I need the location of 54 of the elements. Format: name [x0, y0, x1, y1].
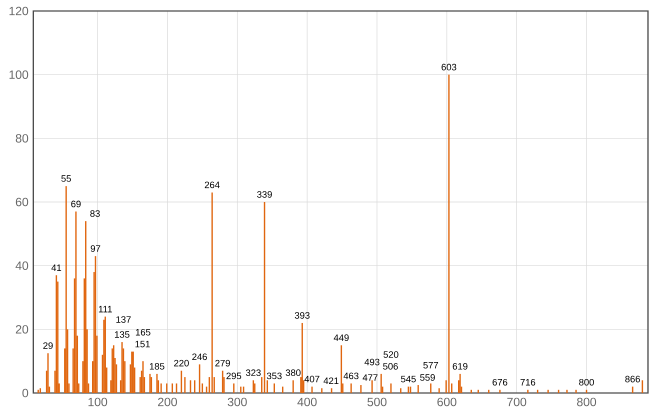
annotation: 506 [383, 363, 398, 370]
annotation: 135 [114, 331, 130, 338]
x-tick-label: 200 [158, 398, 177, 406]
y-tick-label: 0 [22, 388, 28, 398]
annotation: 463 [344, 372, 358, 380]
annotation: 619 [452, 363, 468, 370]
x-tick-label: 400 [297, 398, 317, 406]
x-tick-label: 800 [577, 398, 596, 406]
annotation: 41 [51, 264, 62, 271]
annotation: 866 [625, 376, 640, 382]
annotation: 449 [334, 334, 349, 341]
annotation: 676 [492, 378, 508, 386]
annotation: 83 [90, 210, 100, 217]
annotation: 246 [192, 353, 207, 360]
y-tick-label: 20 [16, 325, 28, 334]
annotation: 393 [294, 312, 310, 319]
annotation: 97 [90, 245, 100, 252]
y-tick-label: 60 [16, 198, 28, 206]
x-tick-label: 100 [88, 398, 108, 406]
annotation: 29 [43, 342, 53, 349]
y-tick-label: 120 [10, 6, 28, 16]
x-tick-label: 300 [228, 398, 247, 406]
annotation: 493 [364, 358, 380, 366]
annotation: 559 [420, 374, 435, 381]
annotation: 111 [98, 306, 112, 312]
annotation: 380 [286, 369, 301, 376]
annotation: 323 [246, 369, 261, 376]
annotation: 477 [362, 374, 378, 381]
y-tick-label: 40 [16, 261, 28, 270]
x-tick-label: 500 [367, 398, 387, 406]
x-tick-label: 600 [437, 398, 456, 406]
annotation: 407 [304, 376, 320, 382]
annotation: 295 [226, 372, 242, 380]
annotation: 165 [136, 328, 150, 336]
annotation: 577 [423, 362, 438, 369]
annotation: 339 [257, 191, 272, 198]
annotation: 151 [135, 340, 150, 348]
annotation: 264 [204, 182, 220, 188]
annotation: 69 [71, 200, 81, 208]
annotation: 716 [520, 378, 536, 386]
annotation: 520 [384, 351, 398, 358]
annotation: 279 [215, 360, 230, 366]
y-tick-label: 80 [16, 134, 28, 143]
annotation: 353 [266, 372, 282, 380]
annotation: 545 [401, 376, 416, 382]
annotation: 800 [579, 378, 594, 386]
y-tick-label: 100 [10, 70, 28, 79]
annotation: 185 [150, 363, 164, 370]
annotation: 220 [174, 360, 189, 366]
x-tick-label: 700 [507, 398, 526, 406]
annotation: 421 [324, 377, 338, 384]
annotation: 603 [442, 64, 456, 70]
annotation: 137 [116, 316, 131, 323]
annotation: 55 [61, 175, 71, 182]
